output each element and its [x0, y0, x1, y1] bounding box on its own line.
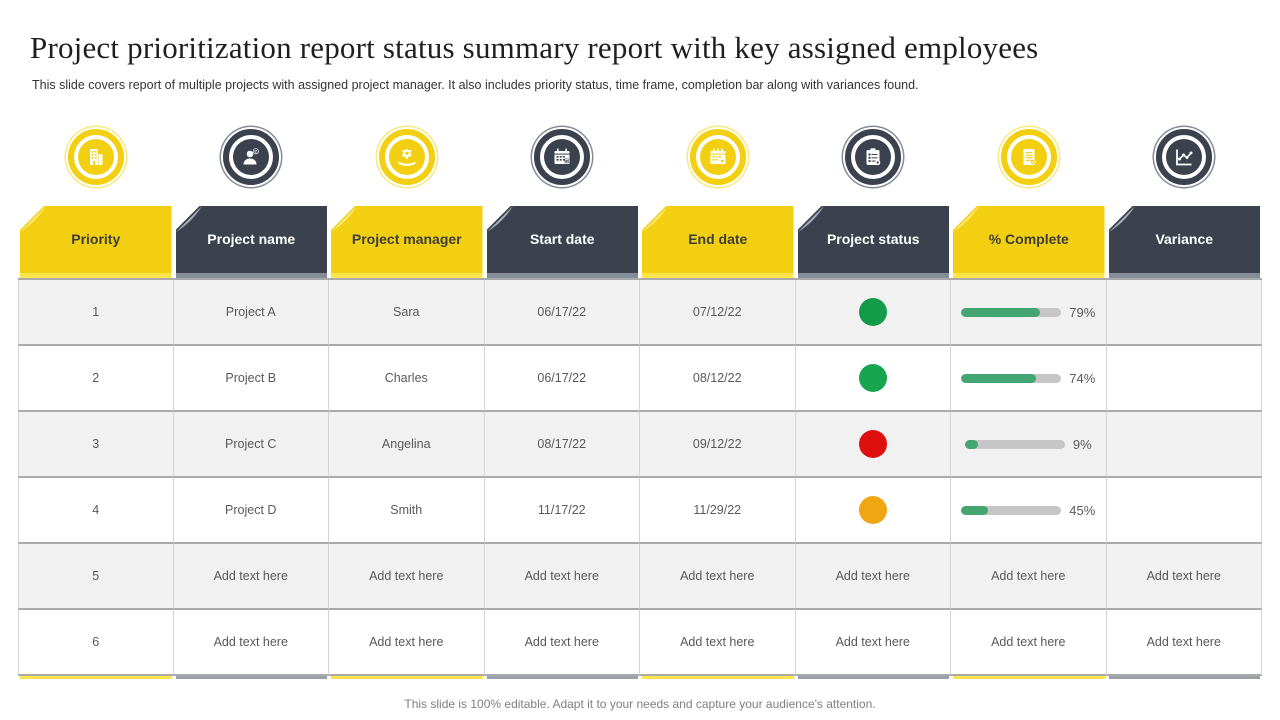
column-header-project-manager: Project manager — [331, 206, 483, 278]
start-date-cell: 06/17/22 — [484, 280, 640, 346]
clipboard-checklist-icon — [845, 129, 902, 185]
page-title: Project prioritization report status sum… — [30, 30, 1039, 65]
table-header-row: Priority Project name Project manager St… — [18, 206, 1262, 278]
page-subtitle: This slide covers report of multiple pro… — [32, 78, 919, 92]
priority-cell: 3 — [18, 412, 174, 478]
percent-complete-cell: 45% — [951, 478, 1107, 544]
project-manager-cell[interactable]: Add text here — [329, 544, 485, 610]
start-date-cell: 08/17/22 — [484, 412, 640, 478]
column-header-priority: Priority — [20, 206, 172, 278]
start-date-cell: 11/17/22 — [484, 478, 640, 544]
percent-label: 9% — [1072, 436, 1092, 452]
start-date-cell[interactable]: Add text here — [484, 544, 640, 610]
table-body: 1 Project A Sara 06/17/22 07/12/22 79% 2… — [18, 278, 1262, 676]
column-header-start-date: Start date — [486, 206, 638, 278]
project-name-cell: Project B — [173, 346, 329, 412]
percent-label: 74% — [1069, 370, 1096, 386]
percent-complete-cell: 79% — [951, 280, 1107, 346]
column-icons-row — [18, 118, 1262, 196]
status-cell[interactable]: Add text here — [795, 610, 951, 676]
priority-cell: 6 — [18, 610, 174, 676]
project-manager-cell: Charles — [329, 346, 485, 412]
progress-fill — [961, 373, 1037, 383]
progress-bar: 45% — [961, 503, 1095, 518]
variance-cell — [1106, 412, 1262, 478]
end-date-cell: 09/12/22 — [640, 412, 796, 478]
column-header-end-date: End date — [642, 206, 794, 278]
progress-fill — [964, 439, 978, 449]
building-icon — [67, 129, 124, 185]
column-header-label: Project manager — [351, 230, 462, 247]
percent-complete-cell[interactable]: Add text here — [951, 610, 1107, 676]
column-header-label: End date — [688, 230, 748, 247]
priority-cell: 2 — [18, 346, 174, 412]
status-cell — [795, 346, 951, 412]
hand-gear-icon — [378, 129, 435, 185]
project-manager-cell: Smith — [329, 478, 485, 544]
column-header-label: Project status — [826, 230, 920, 247]
priority-cell: 1 — [18, 280, 174, 346]
column-header-label: Priority — [71, 230, 121, 247]
priority-cell: 5 — [18, 544, 174, 610]
variance-cell — [1106, 346, 1262, 412]
footer-note: This slide is 100% editable. Adapt it to… — [404, 697, 876, 711]
variance-cell — [1106, 478, 1262, 544]
variance-cell[interactable]: Add text here — [1106, 610, 1262, 676]
end-date-cell: 08/12/22 — [640, 346, 796, 412]
project-name-cell: Project D — [173, 478, 329, 544]
progress-fill — [961, 307, 1041, 317]
line-chart-icon — [1156, 129, 1213, 185]
status-dot — [858, 364, 887, 392]
start-date-cell: 06/17/22 — [484, 346, 640, 412]
column-header-percent-complete: % Complete — [953, 206, 1105, 278]
project-manager-cell[interactable]: Add text here — [329, 610, 485, 676]
percent-complete-cell: 74% — [951, 346, 1107, 412]
end-date-cell[interactable]: Add text here — [640, 610, 796, 676]
table-bottom-accent — [18, 676, 1262, 679]
column-header-label: Variance — [1155, 230, 1214, 247]
percent-complete-cell[interactable]: Add text here — [951, 544, 1107, 610]
start-date-cell[interactable]: Add text here — [484, 610, 640, 676]
calendar-gear-icon — [689, 129, 746, 185]
end-date-cell: 07/12/22 — [640, 280, 796, 346]
project-name-cell[interactable]: Add text here — [173, 610, 329, 676]
status-dot — [858, 430, 887, 458]
column-header-project-status: Project status — [797, 206, 949, 278]
variance-cell[interactable]: Add text here — [1106, 544, 1262, 610]
status-dot — [858, 496, 887, 524]
column-header-label: Project name — [207, 230, 296, 247]
status-cell — [795, 412, 951, 478]
document-icon — [1000, 129, 1057, 185]
progress-bar: 74% — [961, 371, 1095, 386]
status-dot — [858, 298, 887, 326]
column-header-variance: Variance — [1108, 206, 1260, 278]
variance-cell — [1106, 280, 1262, 346]
project-name-cell[interactable]: Add text here — [173, 544, 329, 610]
project-name-cell: Project A — [173, 280, 329, 346]
priority-cell: 4 — [18, 478, 174, 544]
column-header-project-name: Project name — [175, 206, 327, 278]
percent-label: 45% — [1069, 502, 1096, 518]
status-cell — [795, 280, 951, 346]
person-clock-icon — [223, 129, 280, 185]
progress-bar: 79% — [961, 305, 1095, 320]
column-header-label: Start date — [529, 230, 595, 247]
status-cell[interactable]: Add text here — [795, 544, 951, 610]
status-cell — [795, 478, 951, 544]
calendar-icon — [534, 129, 591, 185]
percent-complete-cell: 9% — [951, 412, 1107, 478]
progress-fill — [961, 505, 989, 515]
percent-label: 79% — [1069, 304, 1096, 320]
progress-bar: 9% — [964, 436, 1092, 452]
column-header-label: % Complete — [988, 230, 1069, 247]
project-manager-cell: Angelina — [329, 412, 485, 478]
slide: Project prioritization report status sum… — [0, 30, 1280, 711]
end-date-cell[interactable]: Add text here — [640, 544, 796, 610]
project-manager-cell: Sara — [329, 280, 485, 346]
project-name-cell: Project C — [173, 412, 329, 478]
end-date-cell: 11/29/22 — [640, 478, 796, 544]
